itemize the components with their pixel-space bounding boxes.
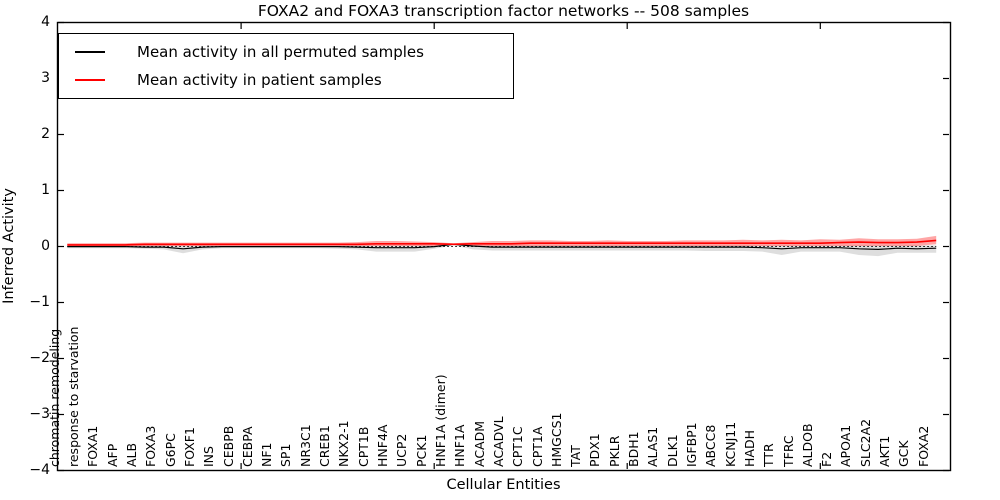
x-tick-label: SP1 — [278, 443, 294, 467]
x-tick-label: ALDOB — [799, 423, 815, 467]
x-tick-label: UCP2 — [394, 433, 410, 467]
patient-mean-line — [67, 239, 937, 246]
x-tick-label: HNF1A — [452, 424, 468, 467]
chart-title: FOXA2 and FOXA3 transcription factor net… — [257, 2, 750, 20]
legend-label-patient: Mean activity in patient samples — [137, 70, 382, 89]
x-tick-label: IGFBP1 — [683, 422, 699, 467]
x-tick-label: NKX2-1 — [336, 420, 352, 467]
x-tick-label: ACADVL — [490, 416, 506, 467]
y-tick-label: 1 — [41, 182, 50, 198]
y-tick-label: −3 — [29, 406, 50, 422]
x-tick-label: chromatin remodeling — [46, 328, 62, 467]
x-tick-label: FOXA1 — [85, 425, 101, 467]
x-tick-label: GCK — [896, 440, 912, 467]
x-tick-label: PDX1 — [587, 433, 603, 467]
x-tick-label: FOXF1 — [181, 427, 197, 467]
y-tick-label: 2 — [41, 126, 50, 142]
x-tick-label: PCK1 — [413, 434, 429, 467]
x-tick-label: ACADM — [471, 420, 487, 467]
legend: Mean activity in all permuted samples Me… — [58, 33, 514, 99]
y-tick-label: −2 — [29, 350, 50, 366]
x-tick-label: F2 — [819, 451, 835, 467]
x-tick-label: PKLR — [606, 435, 622, 467]
y-tick-label: −4 — [29, 462, 50, 478]
permuted-mean-line — [67, 243, 937, 251]
x-tick-label: HMGCS1 — [548, 412, 564, 468]
plot-frame — [56, 21, 952, 472]
x-tick-label: APOA1 — [838, 424, 854, 467]
x-tick-label: TAT — [568, 445, 584, 467]
x-tick-label: FOXA2 — [915, 425, 931, 467]
x-tick-label: FOXA3 — [143, 425, 159, 467]
y-tick-label: 3 — [41, 70, 50, 86]
patient-line-sample-icon — [75, 78, 105, 81]
x-tick-label: TFRC — [780, 435, 796, 467]
x-tick-label: HNF4A — [375, 424, 391, 467]
x-tick-label: DLK1 — [664, 434, 680, 467]
x-tick-label: CEBPA — [239, 426, 255, 468]
x-tick-label: CPT1C — [510, 426, 526, 467]
x-tick-label: CPT1B — [355, 426, 371, 467]
x-tick-label: HNF1A (dimer) — [432, 374, 448, 467]
x-tick-label: TTR — [761, 443, 777, 467]
y-tick-label: 4 — [41, 14, 50, 30]
x-tick-label: NF1 — [259, 442, 275, 468]
x-tick-label: CREB1 — [317, 425, 333, 467]
x-tick-label: BDH1 — [626, 431, 642, 467]
x-tick-label: ALB — [124, 442, 140, 467]
x-tick-label: NR3C1 — [297, 424, 313, 467]
x-tick-label: AKT1 — [877, 435, 893, 467]
x-tick-label: ALAS1 — [645, 426, 661, 467]
x-tick-label: CPT1A — [529, 426, 545, 467]
x-tick-label: KCNJ11 — [722, 421, 738, 467]
x-tick-label: HADH — [741, 430, 757, 467]
y-tick-label: −1 — [29, 294, 50, 310]
x-axis-label: Cellular Entities — [446, 477, 561, 493]
legend-entry-patient: Mean activity in patient samples — [75, 71, 513, 89]
y-tick-label: 0 — [41, 238, 50, 254]
x-tick-label: ABCC8 — [703, 424, 719, 467]
x-tick-label: G6PC — [162, 433, 178, 467]
permuted-line-sample-icon — [75, 51, 105, 54]
legend-entry-permuted: Mean activity in all permuted samples — [75, 43, 513, 61]
x-tick-label: CEBPB — [220, 425, 236, 467]
x-tick-label: AFP — [104, 443, 120, 467]
legend-label-permuted: Mean activity in all permuted samples — [137, 43, 424, 62]
x-tick-label: SLC2A2 — [857, 418, 873, 467]
x-tick-label: response to starvation — [66, 326, 82, 468]
x-tick-label: INS — [201, 446, 217, 467]
